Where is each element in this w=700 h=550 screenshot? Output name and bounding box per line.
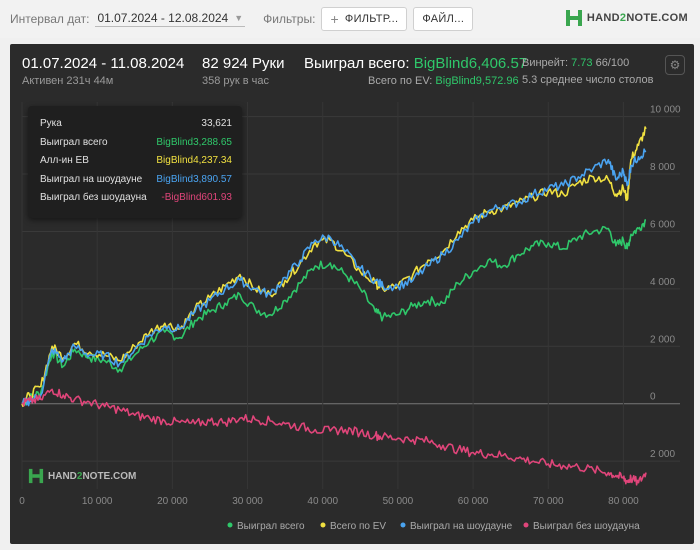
series-line (21, 126, 647, 408)
settings-button[interactable]: ⚙ (665, 55, 685, 75)
tooltip-value: 33,621 (201, 118, 232, 129)
legend: Выиграл всего Всего по EV Выиграл на шоуда… (227, 520, 640, 532)
top-toolbar: Интервал дат: 01.07.2024 - 12.08.2024 ▼ … (0, 0, 700, 38)
tooltip-value: -BigBlind601.93 (161, 192, 232, 203)
tooltip-label: Выиграл на шоудауне (40, 173, 143, 185)
x-tick-label: 0 (19, 496, 25, 507)
tooltip-value: BigBlind4,237.34 (156, 155, 232, 166)
chart-series (21, 126, 647, 486)
tooltip-row: Рука 33,621 (40, 118, 232, 129)
summary-ev: Всего по EV: BigBlind9,572.96 (368, 75, 519, 87)
won-total-value: BigBlind6,406.57 (413, 55, 528, 72)
tooltip-label: Выиграл без шоудауна (40, 192, 147, 203)
filters-label: Фильтры: (263, 12, 316, 26)
series-line (21, 148, 647, 407)
summary-winrate: Винрейт: 7.73 66/100 (522, 57, 630, 69)
hand2note-logo: HAND2NOTE.COM (565, 9, 688, 27)
date-range-value: 01.07.2024 - 12.08.2024 (97, 11, 229, 25)
tooltip-label: Алл-ин EB (40, 155, 89, 166)
profit-graph: 0 10 000 20 000 30 000 40 000 50 000 60 000 70 … (19, 102, 681, 532)
legend-dot (523, 522, 529, 528)
tooltip-row: Выиграл без шоудауна -BigBlind601.93 (40, 192, 232, 203)
interval-label: Интервал дат: (10, 12, 90, 26)
x-tick-label: 60 000 (458, 496, 489, 507)
x-tick-label: 20 000 (157, 496, 188, 507)
filter-button[interactable]: + ФИЛЬТР... (321, 7, 408, 31)
graph-tooltip: Рука 33,621 Выиграл всего BigBlind3,288.65 А… (28, 106, 242, 218)
y-axis-ticks: 2 000 0 2 000 4 000 6 000 8 000 10 000 (650, 105, 681, 461)
series-line (21, 219, 646, 406)
summary-hands-per-hour: 358 рук в час (202, 75, 270, 87)
summary-date-range: 01.07.2024 - 11.08.2024 (22, 55, 185, 72)
x-axis-ticks: 0 10 000 20 000 30 000 40 000 50 000 60 000 70 … (19, 496, 639, 507)
y-tick-label: 0 (650, 392, 656, 403)
y-tick-label: 2 000 (650, 449, 675, 460)
x-tick-label: 10 000 (82, 496, 113, 507)
tooltip-label: Выиграл всего (40, 136, 108, 148)
x-tick-label: 80 000 (608, 496, 639, 507)
grid-lines (21, 102, 680, 489)
summary-active-time: Активен 231ч 44м (22, 75, 114, 87)
h2-watermark-icon (28, 468, 44, 484)
logo-text: HAND2NOTE.COM (586, 12, 688, 24)
y-tick-label: 4 000 (650, 277, 675, 288)
legend-dot (320, 522, 326, 528)
tooltip-value: BigBlind3,288.65 (156, 136, 232, 148)
x-tick-label: 70 000 (533, 496, 564, 507)
tooltip-value: BigBlind3,890.57 (156, 173, 232, 185)
tooltip-label: Рука (40, 118, 62, 129)
summary-avg-tables: 5.3 среднее число столов (522, 74, 654, 86)
legend-dot (227, 522, 233, 528)
chevron-down-icon: ▼ (234, 13, 244, 23)
summary-won-total: Выиграл всего: BigBlind6,406.57 (304, 55, 528, 72)
x-tick-label: 50 000 (383, 496, 414, 507)
legend-dot (400, 522, 406, 528)
h2-logo-icon (565, 10, 582, 26)
summary-hands: 82 924 Руки (202, 55, 285, 72)
x-tick-label: 40 000 (307, 496, 338, 507)
legend-item: Выиграл на шоудауне (410, 521, 513, 532)
x-tick-label: 30 000 (232, 496, 263, 507)
y-tick-label: 8 000 (650, 162, 675, 173)
winrate-value: 7.73 (571, 57, 593, 69)
legend-item: Выиграл всего (237, 521, 305, 532)
legend-item: Выиграл без шоудауна (533, 520, 640, 532)
y-tick-label: 6 000 (650, 219, 675, 230)
y-tick-label: 2 000 (650, 334, 675, 345)
date-range-select[interactable]: 01.07.2024 - 12.08.2024 ▼ (95, 11, 246, 27)
ev-value: BigBlind9,572.96 (435, 75, 519, 87)
watermark-text: HAND2NOTE.COM (48, 470, 137, 482)
tooltip-row: Выиграл всего BigBlind3,288.65 (40, 137, 232, 148)
file-button-label: ФАЙЛ... (422, 13, 465, 25)
tooltip-row: Алл-ин EB BigBlind4,237.34 (40, 155, 232, 166)
legend-item: Всего по EV (330, 521, 386, 532)
graph-panel: 01.07.2024 - 11.08.2024 Активен 231ч 44м… (10, 44, 694, 544)
gear-icon: ⚙ (669, 58, 681, 72)
plus-icon: + (330, 11, 339, 27)
y-tick-label: 10 000 (650, 105, 681, 116)
series-line (21, 388, 647, 486)
watermark-logo: HAND2NOTE.COM (28, 468, 136, 484)
file-button[interactable]: ФАЙЛ... (413, 7, 474, 31)
tooltip-row: Выиграл на шоудауне BigBlind3,890.57 (40, 174, 232, 185)
filter-button-label: ФИЛЬТР... (344, 13, 399, 25)
